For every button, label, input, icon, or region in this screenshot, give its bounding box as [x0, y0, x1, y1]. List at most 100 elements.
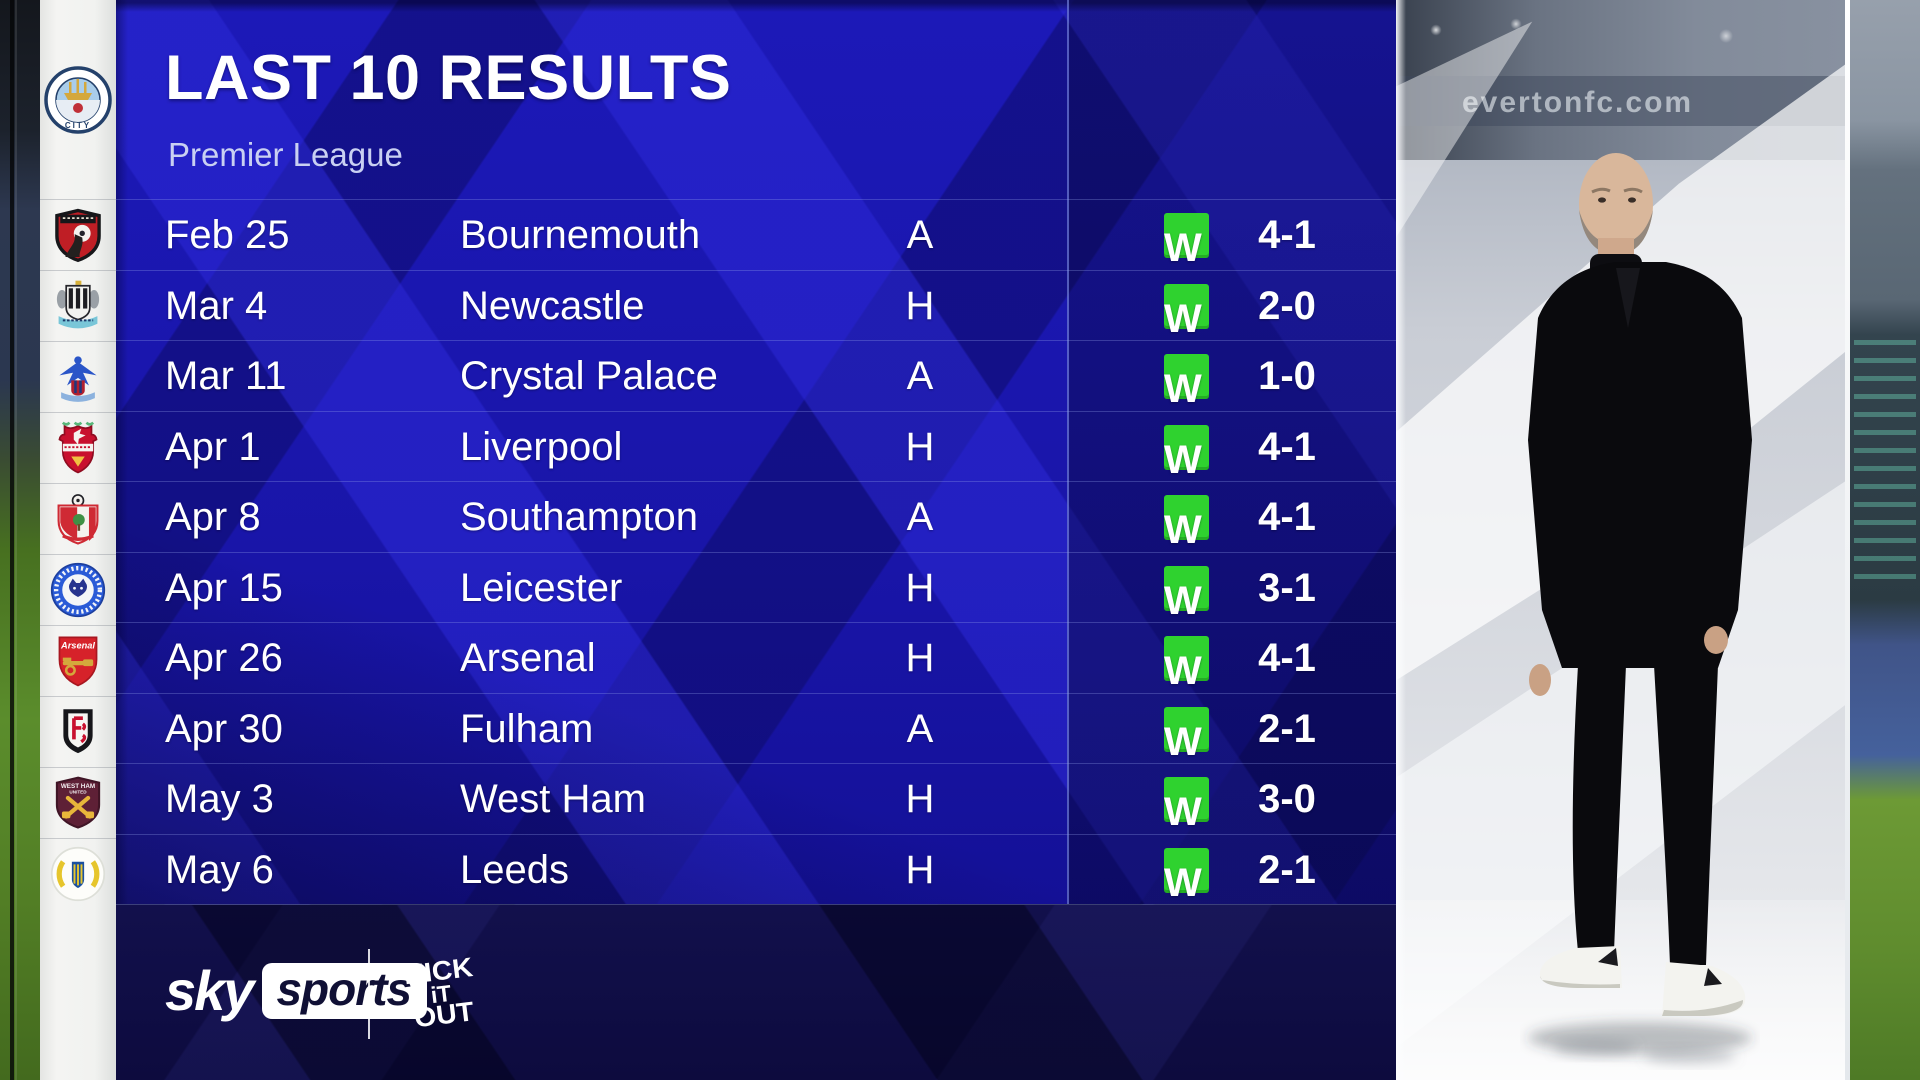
match-score: 2-0 — [1258, 283, 1316, 328]
table-row: May 3 West Ham H W 3-0 — [116, 763, 1396, 834]
win-badge: W — [1164, 847, 1209, 905]
crest-cell-crystal-palace — [40, 341, 116, 412]
match-date: Feb 25 — [165, 213, 290, 257]
match-score: 4-1 — [1258, 424, 1316, 469]
leicester-crest-icon — [50, 562, 106, 618]
kick-it-out-line-3: OUT — [412, 996, 476, 1034]
stadium-strip-divider — [1845, 0, 1850, 1080]
crest-cell-west-ham: WEST HAM UNITED — [40, 767, 116, 838]
stadium-scoreboard — [1854, 340, 1916, 590]
match-score: 3-1 — [1258, 565, 1316, 610]
competition-subtitle: Premier League — [168, 136, 403, 173]
match-score: 4-1 — [1258, 213, 1316, 257]
win-badge: W — [1164, 424, 1209, 482]
arsenal-crest-icon: Arsenal — [58, 636, 98, 687]
page-title: LAST 10 RESULTS — [165, 43, 732, 113]
stadium-strip-background — [1850, 0, 1920, 1080]
stadium-background-left — [0, 0, 40, 1080]
pep-guardiola-figure — [1528, 153, 1752, 1064]
table-row: Mar 4 Newcastle H W 2-0 — [116, 269, 1396, 341]
panel-glass-edge — [1396, 0, 1406, 1080]
crest-cell-southampton — [40, 483, 116, 554]
venue-indicator: H — [905, 636, 935, 680]
sky-logo-text: sky — [165, 959, 254, 1022]
newcastle-crest-icon — [56, 280, 100, 329]
match-score: 4-1 — [1258, 636, 1316, 680]
venue-indicator: A — [906, 213, 934, 257]
match-score: 4-1 — [1258, 495, 1316, 539]
club-crest-cell: MANCHESTER CITY — [40, 0, 116, 199]
crest-cell-bournemouth — [40, 199, 116, 270]
match-date: Apr 1 — [165, 424, 261, 469]
fulham-crest-icon — [63, 709, 93, 754]
opponent-name: Newcastle — [460, 283, 645, 328]
kick-it-out-logo: KICK iT OUT — [389, 937, 493, 1051]
venue-indicator: A — [906, 495, 934, 539]
southampton-crest-icon — [57, 494, 99, 545]
table-row: May 6 Leeds H W 2-1 — [116, 833, 1396, 905]
venue-indicator: H — [905, 424, 935, 469]
opponent-name: Southampton — [460, 495, 698, 539]
win-badge: W — [1164, 777, 1209, 834]
table-row: Apr 8 Southampton A W 4-1 — [116, 481, 1396, 552]
win-badge: W — [1164, 495, 1209, 552]
win-badge: W — [1164, 706, 1209, 764]
venue-indicator: H — [905, 565, 935, 610]
opponent-name: Liverpool — [460, 424, 623, 469]
results-panel: LAST 10 RESULTS Premier League Feb 25 Bo… — [116, 0, 1396, 1080]
venue-indicator: H — [905, 777, 935, 821]
west-ham-crest-text: WEST HAM — [61, 783, 95, 790]
result-column-divider — [1067, 0, 1069, 1080]
west-ham-crest-text-2: UNITED — [69, 790, 87, 795]
match-score: 2-1 — [1258, 847, 1316, 892]
west-ham-crest-icon: WEST HAM UNITED — [55, 776, 101, 829]
crest-cell-leeds — [40, 838, 116, 909]
stadium-watermark-text: evertonfc.com — [1462, 86, 1694, 119]
win-badge: W — [1164, 213, 1209, 270]
venue-indicator: H — [905, 847, 935, 892]
manager-photo-panel: evertonfc.com — [1396, 0, 1920, 1080]
venue-indicator: A — [906, 706, 934, 751]
table-row: Apr 1 Liverpool H W 4-1 — [116, 410, 1396, 482]
match-date: Mar 4 — [165, 283, 268, 328]
sports-logo-box: sports — [262, 963, 428, 1019]
opponent-name: Arsenal — [460, 636, 596, 680]
match-score: 2-1 — [1258, 706, 1316, 751]
crest-cell-leicester — [40, 554, 116, 625]
opponent-name: Fulham — [460, 706, 594, 751]
match-date: Apr 15 — [165, 565, 283, 610]
results-table: Feb 25 Bournemouth A W 4-1 Mar 4 Newcast… — [116, 199, 1396, 905]
opponent-name: Bournemouth — [460, 213, 701, 257]
venue-indicator: A — [906, 354, 934, 398]
match-date: Mar 11 — [165, 354, 287, 398]
match-date: Apr 26 — [165, 636, 283, 680]
table-row: Mar 11 Crystal Palace A W 1-0 — [116, 340, 1396, 411]
crystal-palace-crest-icon — [59, 356, 97, 402]
sports-logo-text: sports — [276, 963, 412, 1015]
win-badge: W — [1164, 565, 1209, 623]
liverpool-crest-icon — [58, 421, 98, 474]
match-date: May 3 — [165, 777, 274, 821]
match-score: 3-0 — [1258, 777, 1316, 821]
leeds-crest-icon — [50, 846, 106, 902]
crest-cell-arsenal: Arsenal — [40, 625, 116, 696]
venue-indicator: H — [905, 283, 935, 328]
win-badge: W — [1164, 283, 1209, 341]
crest-cell-liverpool — [40, 412, 116, 483]
match-score: 1-0 — [1258, 354, 1316, 398]
win-badge: W — [1164, 636, 1209, 693]
stadium-edge-line — [10, 0, 14, 1080]
logo-separator — [368, 949, 370, 1039]
table-row: Feb 25 Bournemouth A W 4-1 — [116, 199, 1396, 270]
table-row: Apr 26 Arsenal H W 4-1 — [116, 622, 1396, 693]
opponent-name: West Ham — [460, 777, 646, 821]
sky-sports-logo: sky sports — [165, 959, 428, 1022]
arsenal-crest-text: Arsenal — [60, 640, 95, 650]
crest-cell-fulham — [40, 696, 116, 767]
table-row: Apr 15 Leicester H W 3-1 — [116, 551, 1396, 623]
match-date: May 6 — [165, 847, 274, 892]
manchester-city-crest-icon: MANCHESTER CITY — [44, 66, 112, 134]
match-date: Apr 8 — [165, 495, 261, 539]
team-crest-column: MANCHESTER CITY — [40, 0, 116, 1080]
